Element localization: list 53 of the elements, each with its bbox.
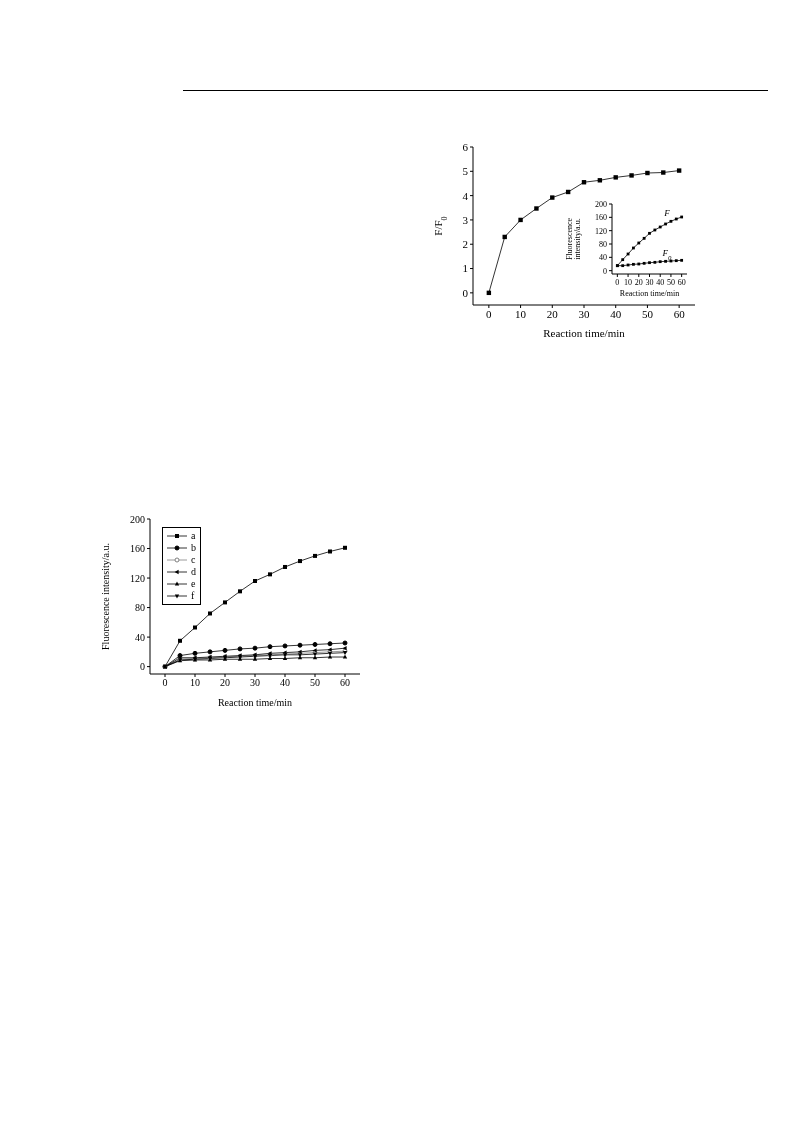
legend-label: a: [191, 530, 196, 542]
x-axis-title: Reaction time/min: [217, 697, 293, 708]
x-tick-label: 10: [515, 307, 527, 320]
x-tick-label: 40: [280, 677, 290, 689]
x-tick-label: 50: [666, 277, 675, 287]
x-axis-title: Reaction time/min: [619, 289, 680, 298]
y-tick-label: 200: [130, 513, 145, 525]
x-tick-label: 20: [546, 307, 559, 320]
y-tick-label: 1: [462, 262, 468, 275]
y-tick-label: 200: [595, 199, 607, 209]
legend-label: f: [191, 590, 195, 602]
x-tick-label: 60: [677, 277, 686, 287]
y-tick-label: 40: [135, 631, 145, 643]
x-tick-label: 20: [220, 677, 230, 689]
y-tick-label: 80: [599, 239, 607, 249]
y-tick-label: 120: [130, 572, 145, 584]
y-tick-label: 80: [135, 602, 145, 614]
series-label: F$_{0}$: [661, 248, 672, 261]
x-tick-label: 50: [310, 677, 320, 689]
x-tick-label: 10: [190, 677, 200, 689]
y-tick-label: 5: [462, 165, 469, 178]
x-tick-label: 0: [615, 277, 620, 287]
y-tick-label: 160: [130, 543, 145, 555]
y-axis-title: Fluorescence intensity/a.u.: [565, 217, 582, 261]
y-tick-label: 0: [140, 661, 145, 673]
x-tick-label: 50: [641, 307, 654, 320]
legend-label: d: [191, 566, 196, 578]
y-tick-label: 4: [462, 189, 469, 202]
x-tick-label: 40: [610, 307, 622, 320]
x-tick-label: 40: [656, 277, 665, 287]
y-tick-label: 160: [595, 213, 607, 223]
x-tick-label: 30: [578, 307, 590, 320]
series-label: F: [663, 208, 671, 219]
x-tick-label: 10: [624, 277, 633, 287]
y-tick-label: 0: [462, 286, 469, 299]
y-tick-label: 6: [462, 140, 469, 153]
x-tick-label: 0: [486, 307, 493, 320]
legend-label: b: [191, 542, 196, 554]
x-tick-label: 30: [250, 677, 260, 689]
y-tick-label: 3: [462, 213, 469, 226]
x-tick-label: 60: [340, 677, 350, 689]
x-tick-label: 20: [634, 277, 643, 287]
legend-label: e: [191, 578, 196, 590]
x-tick-label: 60: [673, 307, 686, 320]
x-tick-label: 0: [162, 677, 168, 689]
y-tick-label: 0: [603, 266, 607, 276]
y-tick-label: 2: [462, 238, 468, 251]
x-tick-label: 30: [645, 277, 654, 287]
y-tick-label: 40: [599, 253, 607, 263]
legend-label: c: [191, 554, 196, 566]
x-axis-title: Reaction time/min: [543, 327, 626, 339]
y-axis-title: Fluorescence intensity/a.u.: [100, 543, 111, 650]
y-tick-label: 120: [595, 226, 607, 236]
